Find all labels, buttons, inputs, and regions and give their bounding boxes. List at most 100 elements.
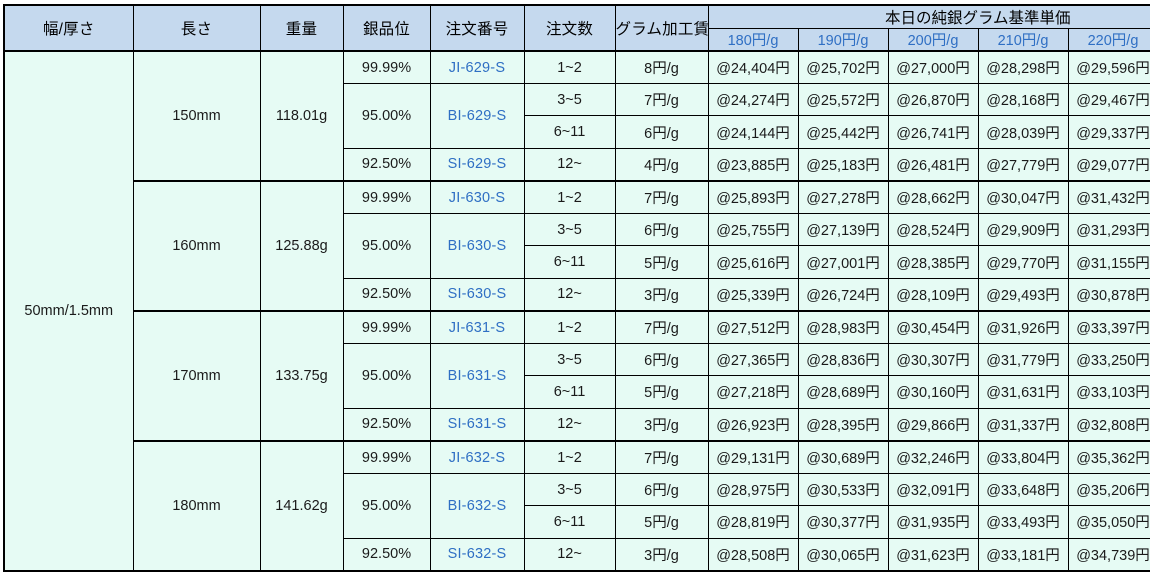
cell-order-number[interactable]: JI-631-S — [429, 309, 525, 345]
table-head: 幅/厚さ 長さ 重量 銀品位 注文番号 注文数 グラム加工賃 本日の純銀グラム基… — [3, 4, 1150, 52]
cell-processing-fee: 6円/g — [614, 115, 709, 149]
cell-price: @26,724円 — [797, 277, 889, 312]
cell-price: @28,662円 — [887, 179, 979, 215]
cell-length: 150mm — [132, 50, 261, 182]
cell-price: @33,493円 — [977, 505, 1069, 539]
header-price-group: 本日の純銀グラム基準単価 — [707, 4, 1150, 29]
cell-order-number[interactable]: JI-629-S — [429, 50, 525, 85]
cell-order-number[interactable]: JI-632-S — [429, 439, 525, 475]
cell-order-quantity: 12~ — [523, 147, 616, 182]
cell-price: @28,039円 — [977, 115, 1069, 149]
cell-price: @27,218円 — [707, 375, 799, 409]
cell-order-number[interactable]: BI-630-S — [429, 213, 525, 279]
cell-price: @25,442円 — [797, 115, 889, 149]
cell-order-number[interactable]: BI-631-S — [429, 343, 525, 409]
cell-processing-fee: 7円/g — [614, 179, 709, 215]
cell-price: @33,181円 — [977, 537, 1069, 572]
cell-price: @29,337円 — [1067, 115, 1150, 149]
header-grade: 銀品位 — [342, 4, 431, 52]
cell-silver-grade: 92.50% — [342, 147, 431, 182]
cell-order-quantity: 12~ — [523, 277, 616, 312]
cell-price: @28,109円 — [887, 277, 979, 312]
table-row: 92.50% SI-629-S 12~ 4円/g @23,885円 @25,183円 @26… — [4, 147, 1150, 182]
cell-price: @35,050円 — [1067, 505, 1150, 539]
cell-price: @30,454円 — [887, 309, 979, 345]
cell-price: @28,819円 — [707, 505, 799, 539]
cell-processing-fee: 7円/g — [614, 309, 709, 345]
cell-price: @23,885円 — [707, 147, 799, 182]
cell-price: @32,808円 — [1067, 407, 1150, 442]
cell-price: @28,689円 — [797, 375, 889, 409]
cell-price: @29,909円 — [977, 213, 1069, 247]
cell-order-number[interactable]: JI-630-S — [429, 179, 525, 215]
table-row: 6~11 6円/g @24,144円 @25,442円 @26,741円 @28,039円… — [4, 115, 1150, 149]
cell-price: @28,975円 — [707, 473, 799, 507]
cell-price: @31,337円 — [977, 407, 1069, 442]
cell-price: @29,077円 — [1067, 147, 1150, 182]
table-row: 6~11 5円/g @27,218円 @28,689円 @30,160円 @31,631円… — [4, 375, 1150, 409]
table-row: 6~11 5円/g @25,616円 @27,001円 @28,385円 @29,770円… — [4, 245, 1150, 279]
cell-price: @33,250円 — [1067, 343, 1150, 377]
cell-price: @30,160円 — [887, 375, 979, 409]
cell-silver-grade: 99.99% — [342, 439, 431, 475]
cell-order-quantity: 12~ — [523, 407, 616, 442]
cell-order-number[interactable]: SI-630-S — [429, 277, 525, 312]
cell-price: @27,139円 — [797, 213, 889, 247]
cell-price: @30,689円 — [797, 439, 889, 475]
cell-silver-grade: 95.00% — [342, 473, 431, 539]
table-row: 95.00% BI-630-S 3~5 6円/g @25,755円 @27,139円 @28… — [4, 213, 1150, 279]
cell-order-quantity: 12~ — [523, 537, 616, 572]
header-weight: 重量 — [259, 4, 344, 52]
cell-order-number[interactable]: BI-632-S — [429, 473, 525, 539]
cell-price: @28,508円 — [707, 537, 799, 572]
cell-order-number[interactable]: SI-629-S — [429, 147, 525, 182]
table-row: 50mm/1.5mm 150mm 118.01g 99.99% JI-629-S 1~2 8… — [3, 50, 1150, 572]
cell-silver-grade: 99.99% — [342, 309, 431, 345]
cell-price: @35,362円 — [1067, 439, 1150, 475]
cell-processing-fee: 3円/g — [614, 277, 709, 312]
table-row: 92.50% SI-630-S 12~ 3円/g @25,339円 @26,724円 @28… — [4, 277, 1150, 312]
header-price-unit: 220円/g — [1067, 28, 1150, 52]
cell-weight: 133.75g — [259, 309, 344, 442]
cell-processing-fee: 6円/g — [614, 213, 709, 247]
cell-processing-fee: 3円/g — [614, 537, 709, 572]
cell-price: @33,804円 — [977, 439, 1069, 475]
cell-processing-fee: 8円/g — [614, 50, 709, 85]
cell-silver-grade: 99.99% — [342, 50, 431, 85]
header-processing-fee: グラム加工賃 — [614, 4, 709, 52]
cell-silver-grade: 92.50% — [342, 537, 431, 572]
table-row: 95.00% BI-629-S 3~5 7円/g @24,274円 @25,572円 @26… — [4, 83, 1150, 149]
cell-price: @28,385円 — [887, 245, 979, 279]
cell-order-quantity: 3~5 — [523, 213, 616, 247]
cell-order-quantity: 6~11 — [523, 115, 616, 149]
header-price-unit: 200円/g — [887, 28, 979, 52]
cell-price: @25,183円 — [797, 147, 889, 182]
cell-order-quantity: 1~2 — [523, 50, 616, 85]
cell-processing-fee: 3円/g — [614, 407, 709, 442]
cell-order-quantity: 6~11 — [523, 505, 616, 539]
cell-price: @28,983円 — [797, 309, 889, 345]
cell-price: @27,512円 — [707, 309, 799, 345]
cell-price: @26,481円 — [887, 147, 979, 182]
cell-order-number[interactable]: SI-631-S — [429, 407, 525, 442]
cell-order-quantity: 1~2 — [523, 179, 616, 215]
cell-price: @27,000円 — [887, 50, 979, 85]
cell-processing-fee: 5円/g — [614, 375, 709, 409]
cell-order-number[interactable]: SI-632-S — [429, 537, 525, 572]
cell-price: @24,404円 — [707, 50, 799, 85]
cell-order-number[interactable]: BI-629-S — [429, 83, 525, 149]
cell-price: @31,631円 — [977, 375, 1069, 409]
cell-price: @33,397円 — [1067, 309, 1150, 345]
table-row: 180mm 141.62g 99.99% JI-632-S 1~2 7円/g @29,131… — [4, 439, 1150, 572]
cell-price: @24,144円 — [707, 115, 799, 149]
cell-price: @27,278円 — [797, 179, 889, 215]
cell-processing-fee: 4円/g — [614, 147, 709, 182]
cell-silver-grade: 95.00% — [342, 83, 431, 149]
cell-weight: 118.01g — [259, 50, 344, 182]
cell-price: @27,365円 — [707, 343, 799, 377]
cell-price: @25,893円 — [707, 179, 799, 215]
cell-price: @31,623円 — [887, 537, 979, 572]
cell-price: @27,779円 — [977, 147, 1069, 182]
cell-silver-grade: 95.00% — [342, 213, 431, 279]
